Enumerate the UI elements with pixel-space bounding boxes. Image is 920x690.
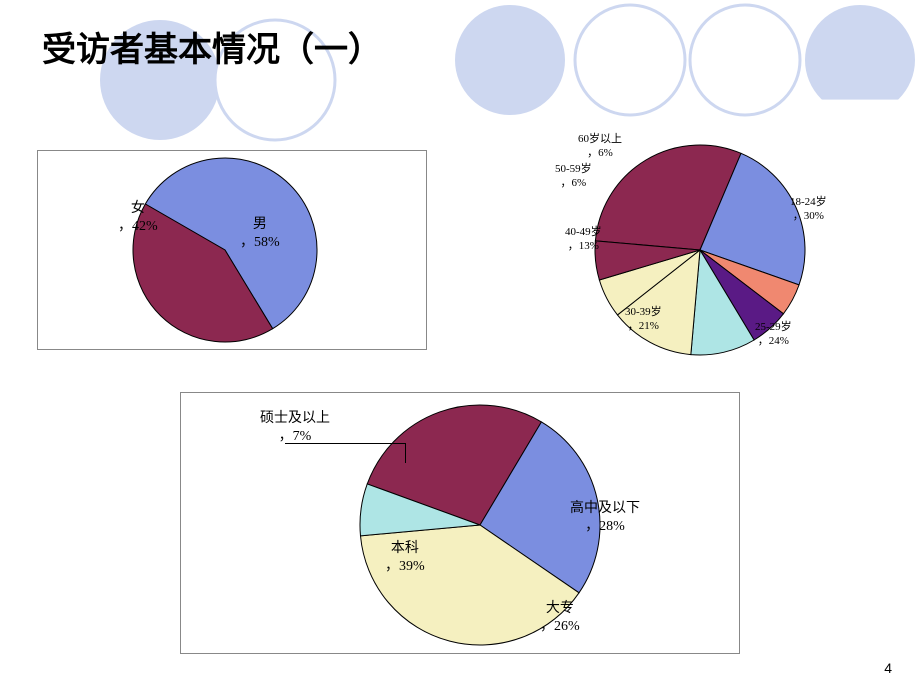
pie-slice-label: 硕士及以上，7%	[260, 410, 330, 446]
edu-pie-chart	[0, 0, 920, 690]
page-number: 4	[884, 660, 892, 676]
edu-leader-line	[285, 443, 405, 444]
pie-slice-label: 高中及以下，28%	[570, 500, 640, 536]
edu-leader-drop	[405, 443, 406, 463]
pie-slice-label: 本科，39%	[385, 540, 425, 576]
pie-slice-label: 大专，26%	[540, 600, 580, 636]
